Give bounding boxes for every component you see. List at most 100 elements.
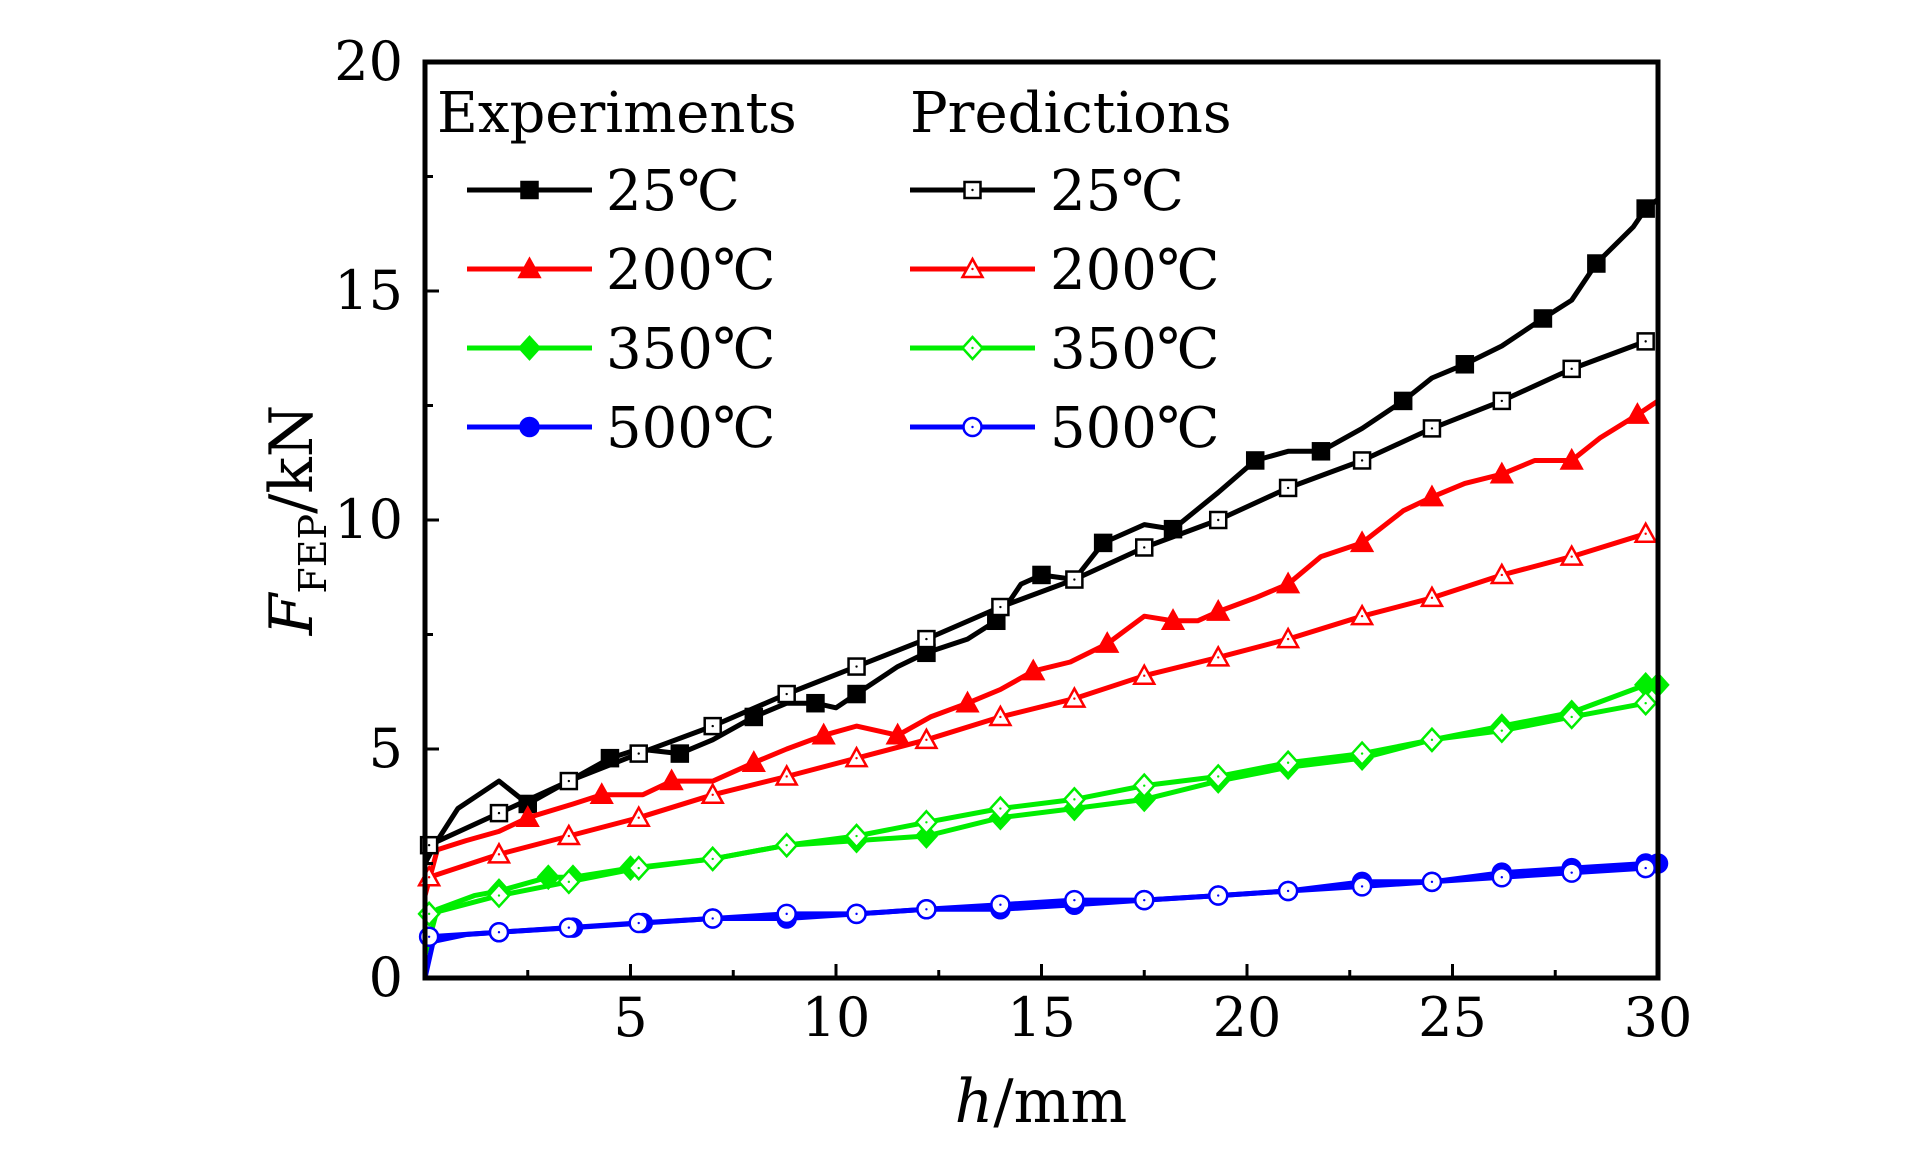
data-point [1349, 530, 1375, 553]
legend-marker-dot [971, 346, 974, 350]
data-point-dot [637, 921, 640, 925]
data-point-dot [1286, 889, 1290, 893]
legend-label: 25℃ [606, 159, 740, 224]
series-line [422, 197, 1660, 865]
data-point-dot [1143, 898, 1146, 902]
data-point-dot [567, 834, 571, 838]
data-point [670, 744, 690, 763]
data-point [1559, 447, 1584, 470]
data-point [885, 722, 910, 745]
data-point-dot [855, 912, 858, 916]
series-line [428, 700, 1647, 917]
legend-entry: 500℃ [910, 396, 1220, 461]
legend-entry: 350℃ [467, 317, 776, 382]
data-point [1533, 309, 1553, 328]
data-point-dot [427, 876, 431, 879]
data-point [1160, 608, 1186, 631]
data-point-dot [1073, 697, 1076, 700]
legend-marker-dot [971, 267, 974, 271]
series-line [422, 398, 1660, 897]
series-predictions-4 [419, 332, 1655, 855]
legend-entry: 25℃ [467, 159, 740, 224]
data-point-dot [855, 834, 858, 838]
data-point-dot [497, 853, 501, 856]
data-point [806, 693, 825, 713]
data-point [659, 768, 684, 791]
axis-ticks: 5 10 15 20 25 30 0 5 10 15 20 [334, 30, 1692, 1049]
data-point-dot [497, 894, 501, 897]
data-point [1206, 599, 1231, 621]
data-point-dot [925, 821, 928, 824]
data-point-dot [785, 912, 788, 916]
data-point-dot [1430, 427, 1434, 430]
x-tick-label: 15 [1007, 986, 1076, 1049]
data-point-dot [1500, 876, 1504, 879]
data-point-dot [637, 866, 640, 870]
data-point-dot [1500, 729, 1504, 732]
legend-label: 25℃ [1050, 159, 1184, 224]
x-tick-label: 20 [1213, 986, 1282, 1049]
data-point-dot [999, 605, 1002, 609]
data-point [515, 805, 540, 827]
data-point [1095, 631, 1120, 653]
data-point-dot [497, 931, 501, 934]
data-point-dot [637, 816, 640, 819]
data-point-dot [1217, 518, 1220, 522]
legend-entry: 350℃ [910, 317, 1220, 382]
data-point-dot [1286, 486, 1290, 490]
data-point-dot [999, 715, 1002, 719]
data-point [1625, 402, 1650, 424]
x-tick-label: 30 [1624, 986, 1693, 1049]
data-point-dot [1644, 866, 1647, 870]
data-point-dot [1073, 898, 1076, 902]
legend-label: 350℃ [1050, 317, 1220, 382]
data-point-dot [1143, 674, 1146, 677]
y-tick-label: 15 [334, 259, 403, 322]
data-point [955, 690, 980, 713]
data-point-dot [1500, 399, 1504, 403]
data-point-dot [711, 793, 714, 796]
data-point-dot [1360, 614, 1364, 618]
y-tick-label: 20 [334, 30, 403, 93]
legend-label: 200℃ [1050, 238, 1220, 303]
series-predictions-5 [416, 521, 1658, 887]
data-point-dot [711, 917, 714, 920]
data-point [1489, 461, 1514, 484]
data-point-dot [1570, 715, 1573, 719]
data-point [1455, 355, 1475, 374]
legend-marker-dot [971, 425, 974, 429]
legend: Experiments 25℃ 200℃ 350℃ 500℃ Predictions 25℃… [437, 81, 1232, 461]
legend-marker [517, 335, 542, 361]
data-point-dot [427, 935, 431, 938]
data-point [1021, 658, 1046, 681]
data-point-dot [1430, 596, 1434, 600]
data-point-dot [999, 903, 1002, 906]
data-point-dot [711, 724, 714, 728]
plot-marks [416, 197, 1670, 979]
series-line [428, 531, 1647, 880]
data-point-dot [1500, 573, 1504, 577]
data-point [811, 722, 836, 745]
legend-marker [517, 256, 542, 279]
data-point-dot [925, 637, 928, 641]
data-point-dot [1073, 798, 1076, 801]
legend-label: 200℃ [606, 238, 776, 303]
x-tick-label: 25 [1418, 986, 1487, 1049]
data-point-dot [1217, 656, 1220, 659]
legend-marker [520, 180, 539, 200]
data-point-dot [785, 692, 788, 696]
data-point [1245, 451, 1265, 470]
data-point [1275, 571, 1301, 594]
data-point-dot [855, 665, 858, 668]
data-point-dot [925, 738, 928, 742]
data-point-dot [1570, 555, 1573, 558]
y-tick-label: 0 [369, 946, 403, 1009]
legend-header: Experiments [437, 81, 797, 146]
data-point-dot [1430, 880, 1434, 884]
data-point-dot [1570, 871, 1573, 874]
data-point-dot [427, 843, 431, 847]
series-line [428, 339, 1647, 848]
data-point-dot [925, 908, 928, 911]
data-point [1032, 565, 1051, 585]
